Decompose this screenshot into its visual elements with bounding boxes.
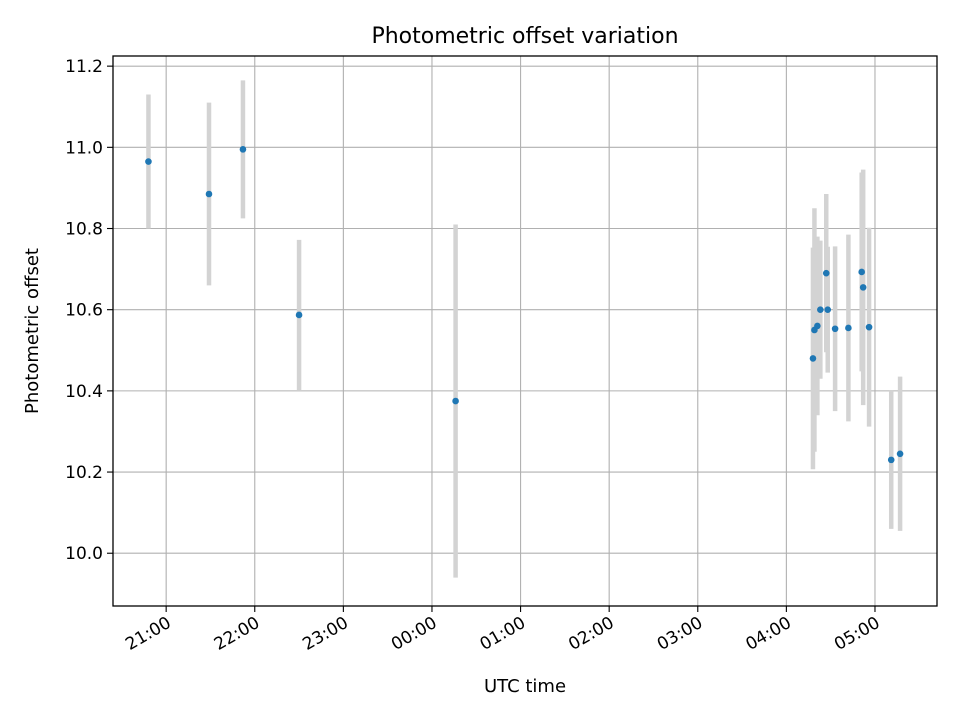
- data-point: [817, 306, 824, 313]
- y-tick-label: 10.6: [65, 301, 103, 321]
- data-point: [831, 325, 839, 333]
- y-axis-label: Photometric offset: [22, 248, 43, 414]
- data-point: [865, 323, 873, 331]
- data-point: [887, 456, 895, 464]
- y-tick-label: 10.8: [65, 220, 103, 240]
- y-tick-label: 10.2: [65, 463, 103, 483]
- grid-lines: [113, 56, 937, 606]
- data-point: [824, 306, 832, 313]
- x-axis-label: UTC time: [484, 676, 566, 697]
- data-point: [295, 311, 303, 319]
- data-point: [845, 324, 852, 332]
- data-point: [145, 158, 152, 165]
- data-points: [145, 146, 904, 464]
- chart-title: Photometric offset variation: [371, 24, 678, 49]
- data-point: [858, 268, 865, 276]
- data-point: [859, 284, 867, 291]
- data-point: [452, 397, 459, 405]
- data-point: [822, 269, 830, 277]
- data-point: [205, 190, 213, 198]
- data-point: [239, 146, 247, 153]
- plot-frame: [112, 55, 938, 607]
- y-axis-ticks: 10.0 10.2 10.4 10.6 10.8 11.0 11.2: [65, 57, 113, 564]
- y-tick-label: 11.2: [65, 57, 103, 77]
- y-tick-label: 10.0: [65, 544, 103, 564]
- data-point: [814, 322, 821, 330]
- data-point: [809, 355, 817, 362]
- y-tick-label: 10.4: [65, 382, 103, 402]
- data-point: [896, 450, 904, 458]
- y-tick-label: 11.0: [65, 138, 103, 158]
